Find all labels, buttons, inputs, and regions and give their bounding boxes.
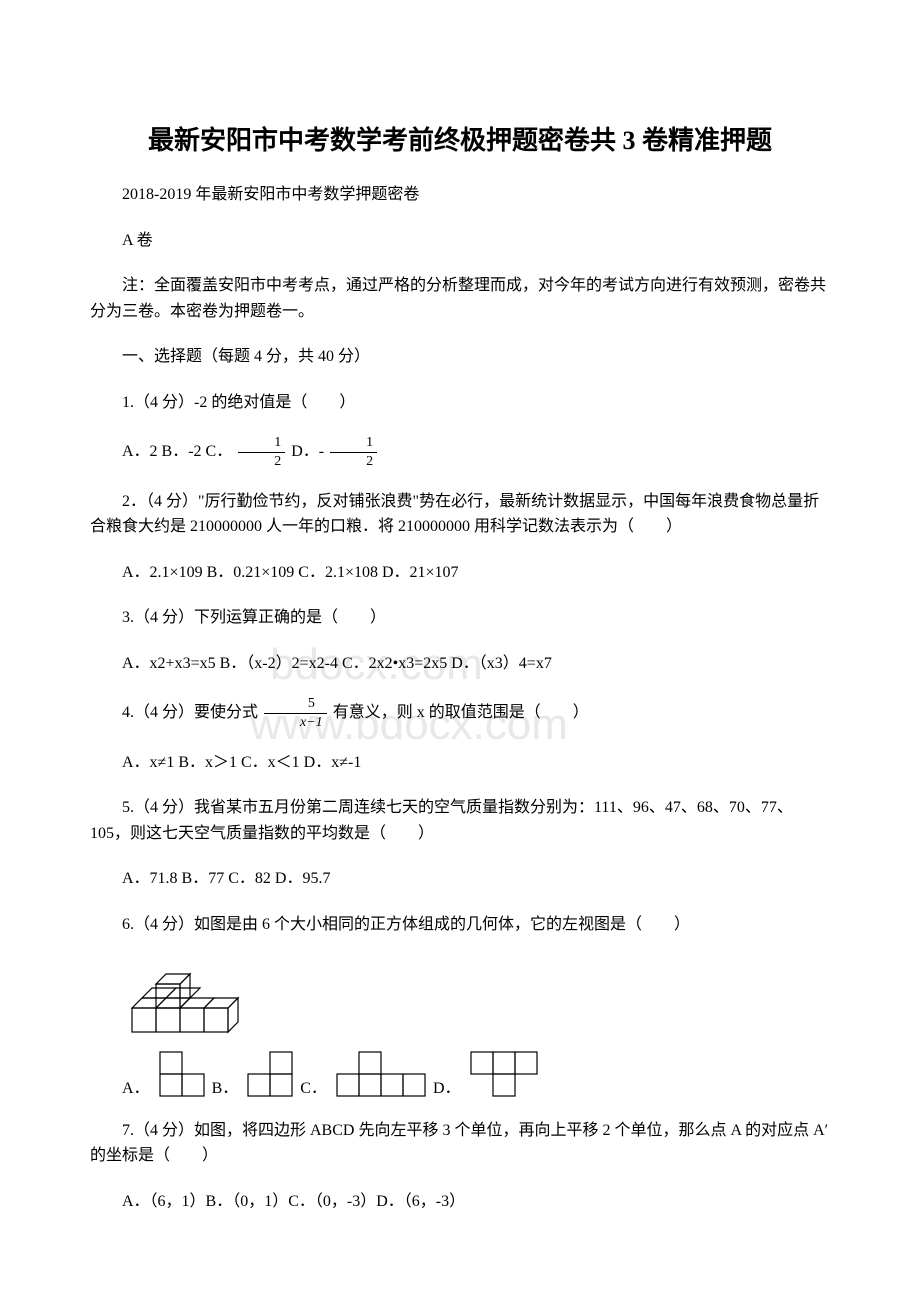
q6-opt-b-label: B． [212,1074,239,1098]
paper-label: A 卷 [90,228,830,254]
q4-options: A．x≠1 B．x＞1 C．x＜1 D．x≠-1 [90,750,830,776]
view-d-icon [467,1048,539,1098]
view-c-icon [333,1048,427,1098]
q4-stem-a: 4.（4 分）要使分式 [122,704,258,721]
q6-options: A． B． C． [122,1048,830,1098]
intro-note: 注：全面覆盖安阳市中考考点，通过严格的分析整理而成，对今年的考试方向进行有效预测… [90,273,830,324]
view-a-icon [156,1048,206,1098]
q5-stem: 5.（4 分）我省某市五月份第二周连续七天的空气质量指数分别为：111、96、4… [90,795,830,846]
q5-options: A．71.8 B．77 C．82 D．95.7 [90,866,830,892]
q3-stem: 3.（4 分）下列运算正确的是（ ） [90,605,830,631]
page-title: 最新安阳市中考数学考前终极押题密卷共 3 卷精准押题 [90,120,830,157]
fraction-denominator: x−1 [264,714,327,730]
q6-opt-d-label: D． [433,1074,461,1098]
fraction-denominator: 2 [330,453,377,469]
q1-options: A．2 B．-2 C． 1 2 D．- 1 2 [90,436,830,469]
q7-options: A．（6，1）B．（0，1）C．（0，-3）D．（6，-3） [90,1189,830,1215]
fraction-icon: 5 x−1 [264,697,327,730]
section-heading: 一、选择题（每题 4 分，共 40 分） [90,344,830,370]
q6-figure [122,958,830,1038]
q1-opt-prefix: A．2 B．-2 C． [122,443,232,460]
q3-options: A．x2+x3=x5 B．（x-2）2=x2-4 C．2x2•x3=2x5 D．… [90,651,830,677]
q6-opt-a-label: A． [122,1074,150,1098]
fraction-numerator: 1 [238,436,285,453]
fraction-numerator: 1 [330,436,377,453]
fraction-denominator: 2 [238,453,285,469]
q1-opt-mid: D．- [291,443,328,460]
fraction-numerator: 5 [264,697,327,714]
fraction-icon: 1 2 [238,436,285,469]
view-b-icon [244,1048,294,1098]
q6-opt-c-label: C． [300,1074,327,1098]
fraction-icon: 1 2 [330,436,377,469]
cube-figure-icon [122,958,252,1038]
q2-stem: 2．（4 分）"厉行勤俭节约，反对铺张浪费"势在必行，最新统计数据显示，中国每年… [90,489,830,540]
q4-stem: 4.（4 分）要使分式 5 x−1 有意义，则 x 的取值范围是（ ） [90,697,830,730]
q4-stem-b: 有意义，则 x 的取值范围是（ ） [333,704,589,721]
q6-stem: 6.（4 分）如图是由 6 个大小相同的正方体组成的几何体，它的左视图是（ ） [90,912,830,938]
q2-options: A．2.1×109 B．0.21×109 C．2.1×108 D．21×107 [90,560,830,586]
intro-year: 2018-2019 年最新安阳市中考数学押题密卷 [90,182,830,208]
q7-stem: 7.（4 分）如图，将四边形 ABCD 先向左平移 3 个单位，再向上平移 2 … [90,1118,830,1169]
q1-stem: 1.（4 分）-2 的绝对值是（ ） [90,390,830,416]
